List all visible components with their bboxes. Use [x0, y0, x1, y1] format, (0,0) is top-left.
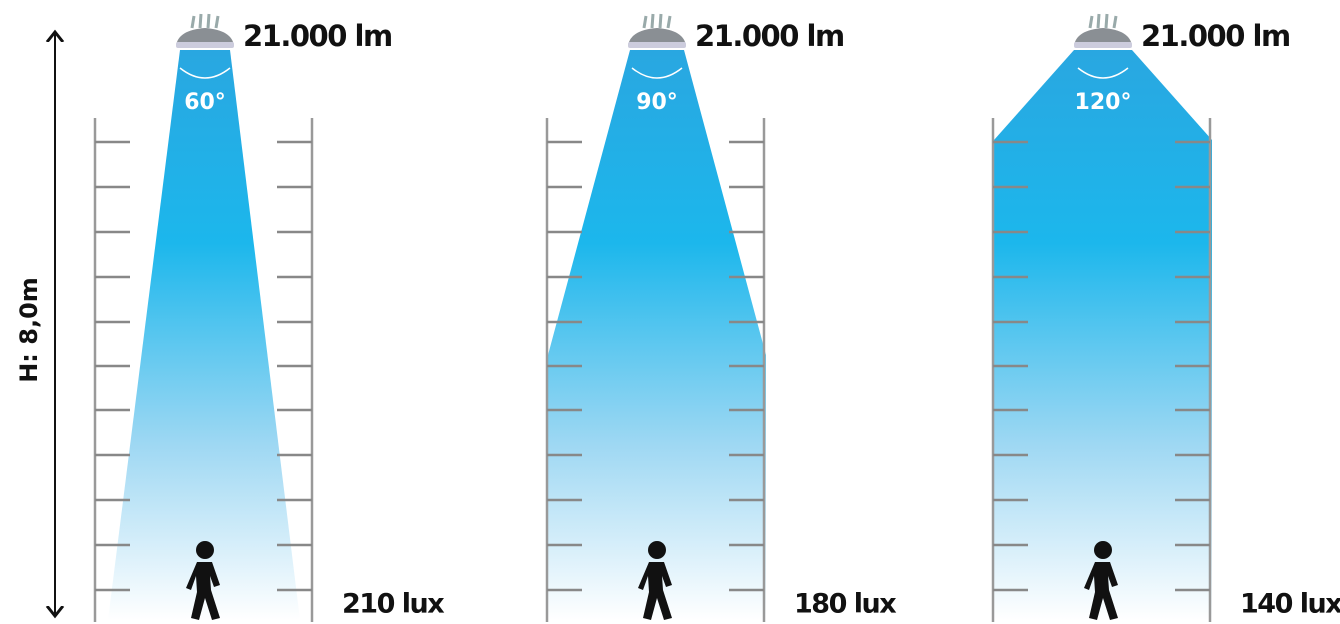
person-head: [196, 541, 214, 559]
angle-label: 120°: [1075, 90, 1132, 115]
lamp-base: [628, 42, 686, 48]
light-beam: [548, 50, 766, 620]
person-head: [648, 541, 666, 559]
person-head: [1094, 541, 1112, 559]
lamp-fins: [192, 14, 218, 28]
lamp-fins: [644, 14, 670, 28]
lumens-label: 21.000 lm: [1141, 19, 1290, 53]
lamp-fins: [1090, 14, 1116, 28]
light-beam: [108, 50, 300, 620]
angle-label: 60°: [184, 90, 226, 115]
lamp-base: [176, 42, 234, 48]
panel: 21.000 lm 120° 140 lux: [993, 14, 1340, 622]
illuminance-label: 140 lux: [1240, 589, 1340, 620]
light-beam: [994, 50, 1212, 620]
lumens-label: 21.000 lm: [695, 19, 844, 53]
lamp-base: [1074, 42, 1132, 48]
height-label: H: 8,0m: [15, 277, 43, 383]
panel: 21.000 lm 60° 210 lux: [95, 14, 444, 622]
panel: 21.000 lm 90° 180 lux: [547, 14, 896, 622]
diagram: H: 8,0m 21.000 lm 60° 210 lux 21.000 lm 90° 1…: [0, 0, 1340, 624]
lumens-label: 21.000 lm: [243, 19, 392, 53]
illuminance-label: 180 lux: [794, 589, 896, 620]
angle-label: 90°: [636, 90, 678, 115]
illuminance-label: 210 lux: [342, 589, 444, 620]
